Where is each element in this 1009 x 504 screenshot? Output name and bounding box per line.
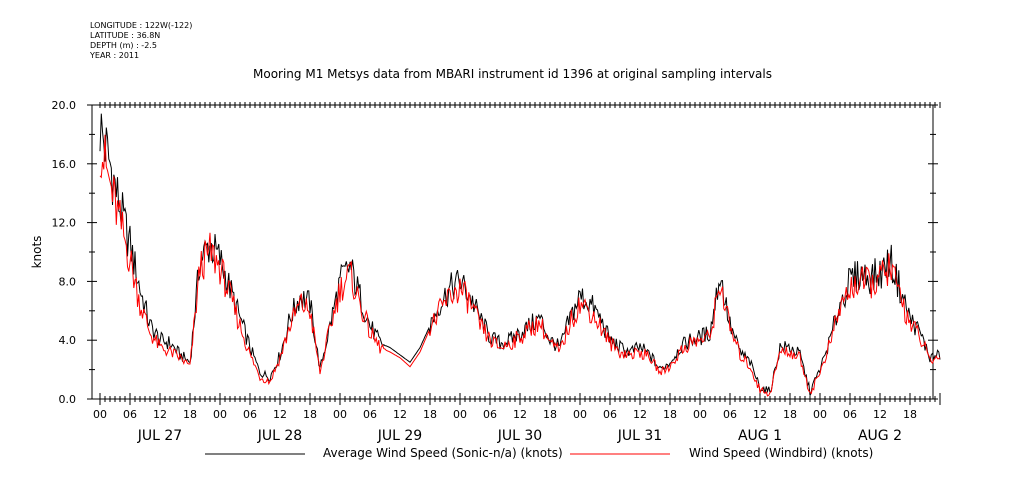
x-hour-label: 12 bbox=[753, 408, 767, 421]
legend-label-average-wind: Average Wind Speed (Sonic-n/a) (knots) bbox=[323, 446, 563, 460]
x-hour-label: 00 bbox=[693, 408, 707, 421]
x-hour-label: 00 bbox=[573, 408, 587, 421]
x-hour-label: 06 bbox=[123, 408, 137, 421]
x-hour-label: 00 bbox=[333, 408, 347, 421]
x-hour-label: 12 bbox=[153, 408, 167, 421]
x-day-label: AUG 2 bbox=[858, 428, 902, 444]
x-day-label: JUL 31 bbox=[617, 428, 662, 444]
x-hour-label: 00 bbox=[213, 408, 227, 421]
plot-frame bbox=[91, 104, 934, 400]
x-hour-label: 18 bbox=[543, 408, 557, 421]
x-hour-label: 12 bbox=[873, 408, 887, 421]
series-lines bbox=[99, 113, 941, 397]
x-day-label: JUL 27 bbox=[137, 428, 182, 444]
x-hour-label: 00 bbox=[453, 408, 467, 421]
x-hour-label: 18 bbox=[903, 408, 917, 421]
axis-ticks bbox=[87, 102, 941, 405]
x-hour-label: 18 bbox=[663, 408, 677, 421]
x-day-label: JUL 30 bbox=[497, 428, 542, 444]
x-hour-label: 18 bbox=[423, 408, 437, 421]
axis-labels: 0.0 4.0 8.0 12.0 16.0 20.0 00 06 12 18 00 06 12 18 00 0… bbox=[52, 99, 918, 444]
x-hour-label: 18 bbox=[783, 408, 797, 421]
y-tick-label: 8.0 bbox=[59, 275, 77, 288]
depth-text: DEPTH (m) : -2.5 bbox=[90, 41, 157, 50]
x-hour-label: 06 bbox=[483, 408, 497, 421]
year-text: YEAR : 2011 bbox=[90, 51, 140, 60]
x-hour-label: 06 bbox=[363, 408, 377, 421]
y-tick-label: 4.0 bbox=[59, 334, 77, 347]
x-hour-label: 00 bbox=[93, 408, 107, 421]
y-tick-label: 12.0 bbox=[52, 217, 77, 230]
x-hour-label: 12 bbox=[393, 408, 407, 421]
y-tick-label: 0.0 bbox=[59, 393, 77, 406]
x-hour-label: 06 bbox=[843, 408, 857, 421]
x-hour-label: 18 bbox=[183, 408, 197, 421]
x-hour-label: 12 bbox=[273, 408, 287, 421]
x-hour-label: 06 bbox=[243, 408, 257, 421]
latitude-text: LATITUDE : 36.8N bbox=[90, 31, 161, 40]
y-axis-label: knots bbox=[30, 236, 44, 269]
x-hour-label: 06 bbox=[723, 408, 737, 421]
y-tick-label: 16.0 bbox=[52, 158, 77, 171]
x-hour-label: 12 bbox=[513, 408, 527, 421]
x-day-label: JUL 29 bbox=[377, 428, 422, 444]
series-line bbox=[99, 113, 941, 396]
metadata-block: LONGITUDE : 122W(-122) LATITUDE : 36.8N … bbox=[90, 21, 192, 61]
x-hour-label: 06 bbox=[603, 408, 617, 421]
y-tick-label: 20.0 bbox=[52, 99, 77, 112]
series-line bbox=[99, 134, 941, 397]
x-hour-label: 12 bbox=[633, 408, 647, 421]
legend-label-windbird: Wind Speed (Windbird) (knots) bbox=[689, 446, 874, 460]
chart-title: Mooring M1 Metsys data from MBARI instru… bbox=[253, 67, 772, 81]
x-hour-label: 18 bbox=[303, 408, 317, 421]
longitude-text: LONGITUDE : 122W(-122) bbox=[90, 21, 193, 30]
x-day-label: AUG 1 bbox=[738, 428, 782, 444]
x-hour-label: 00 bbox=[813, 408, 827, 421]
x-day-label: JUL 28 bbox=[257, 428, 302, 444]
